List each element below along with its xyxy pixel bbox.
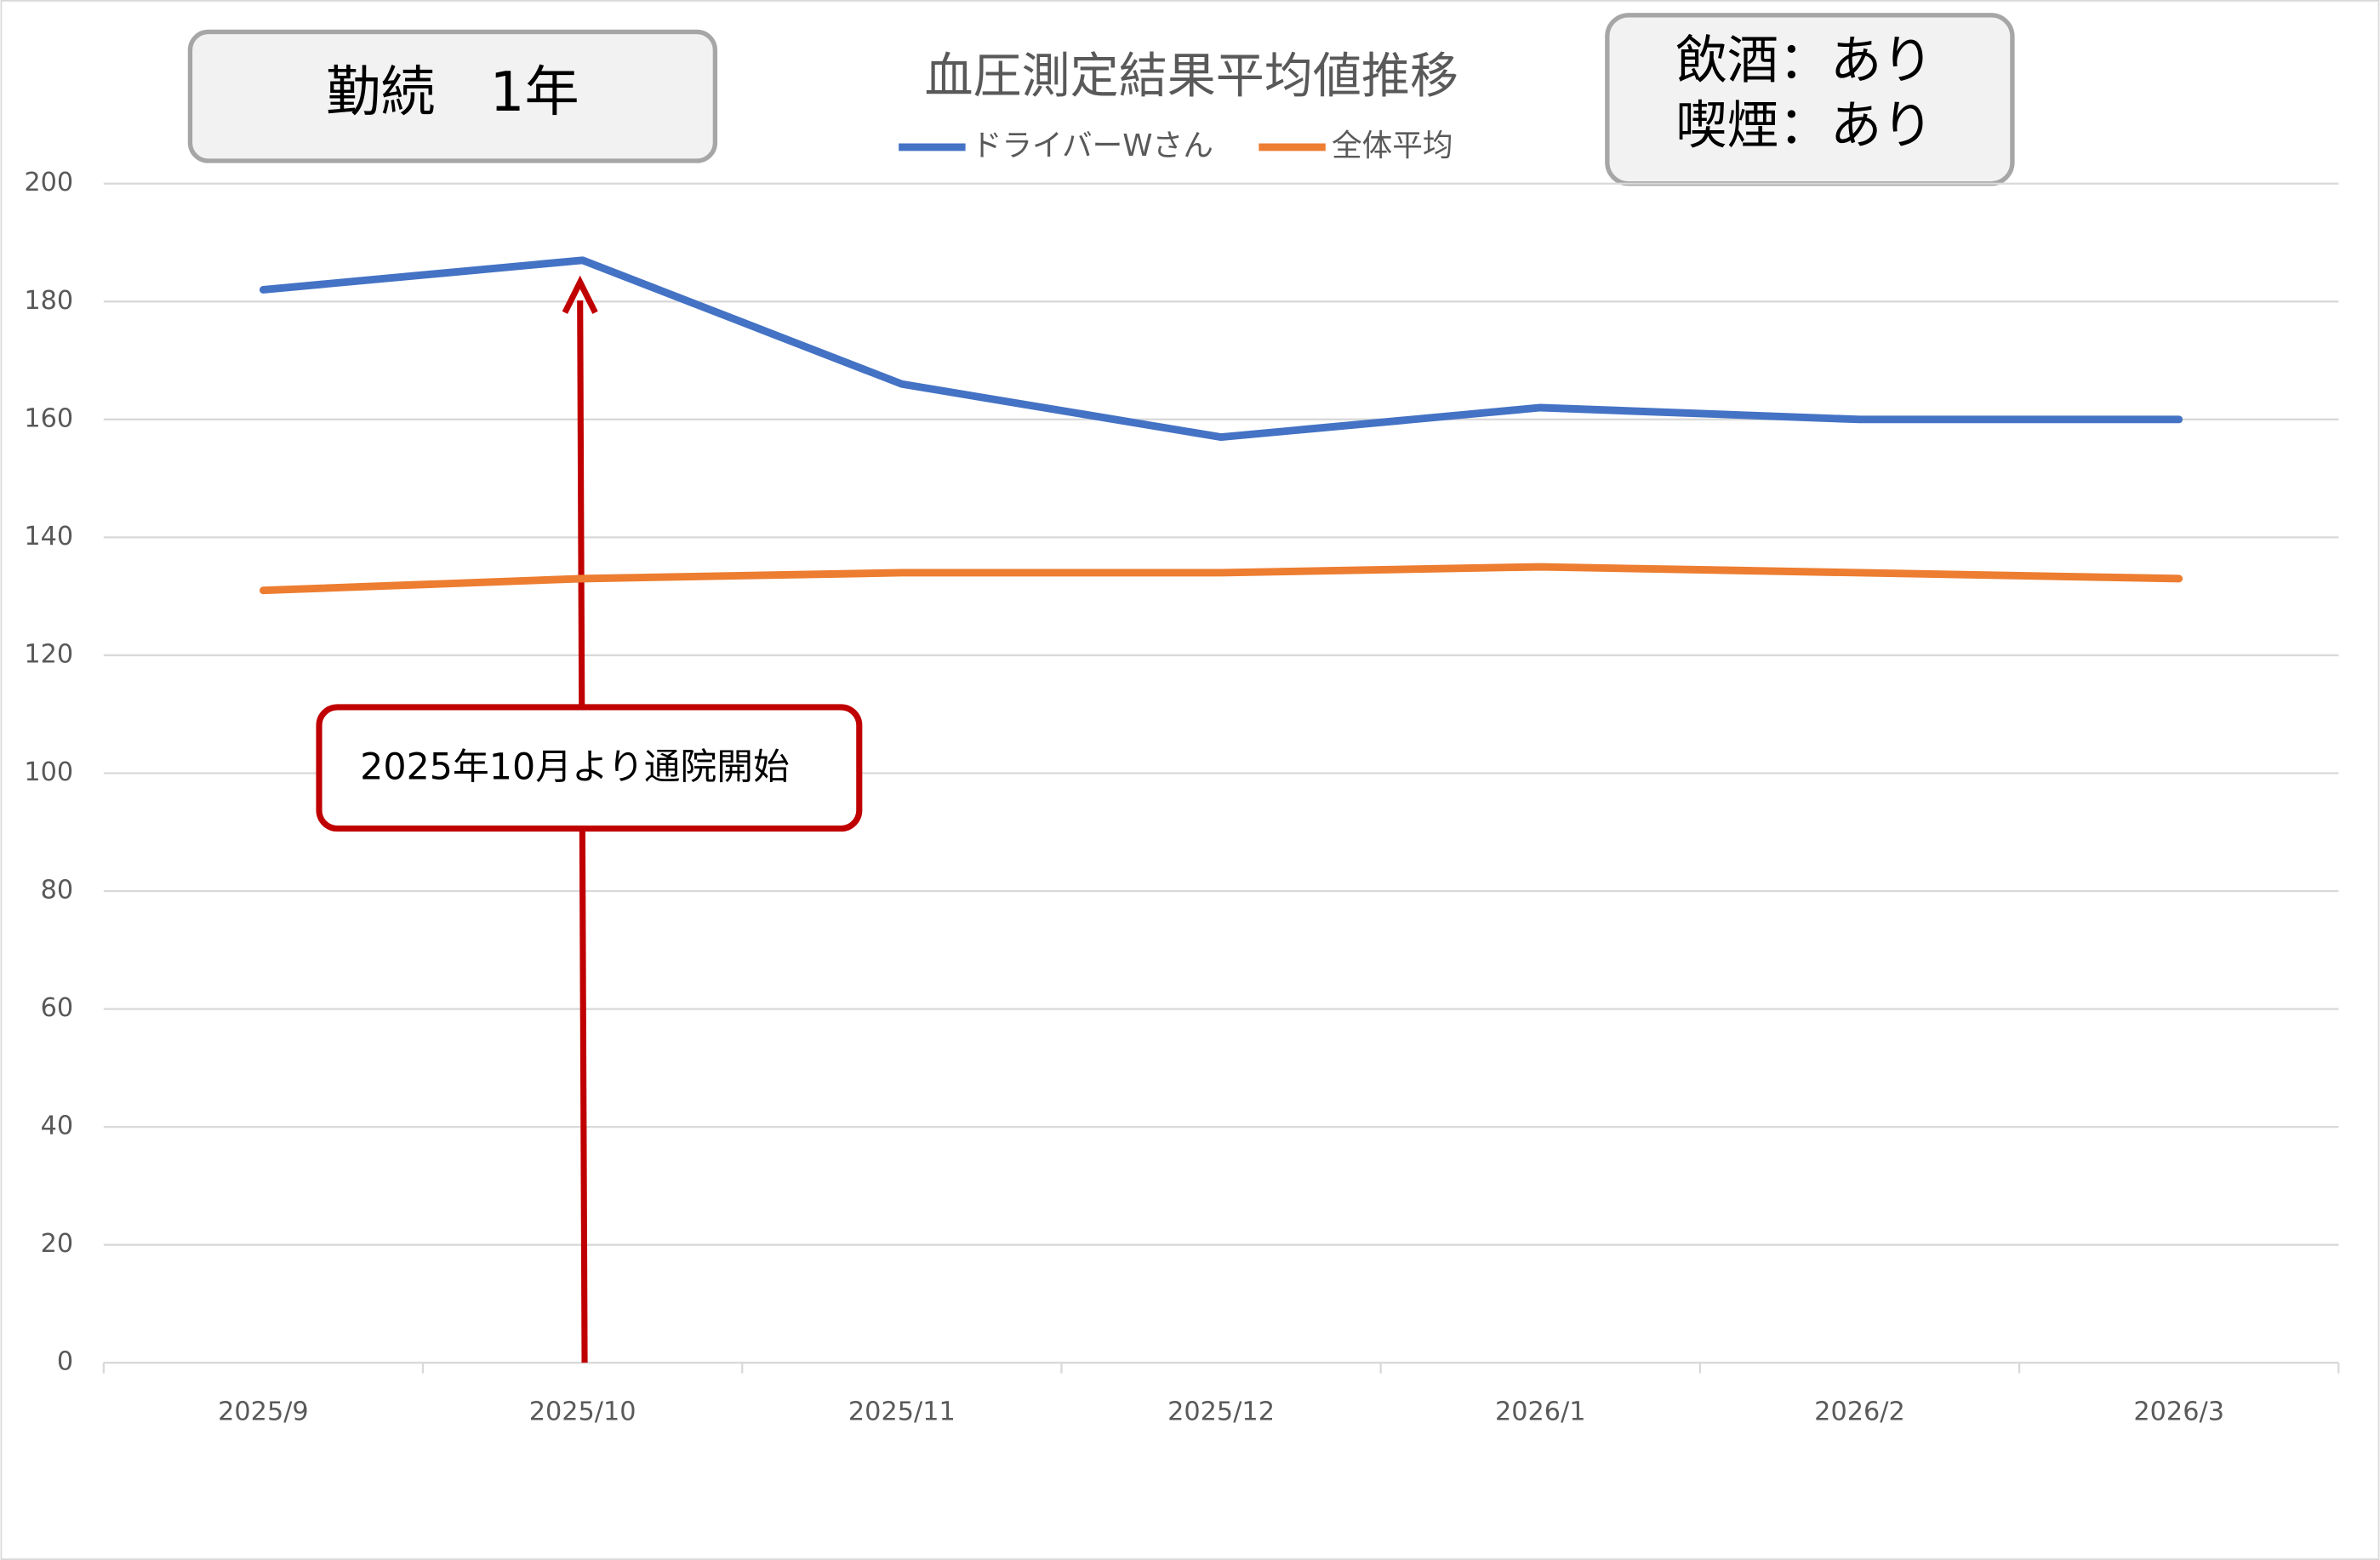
y-tick-label: 180	[24, 286, 73, 316]
y-tick-label: 80	[41, 876, 74, 906]
x-tick-label: 2026/3	[2133, 1397, 2224, 1427]
y-tick-label: 120	[24, 639, 73, 669]
series-line	[259, 256, 2183, 442]
y-tick-label: 20	[41, 1229, 74, 1259]
y-tick-label: 160	[24, 403, 73, 433]
annotation-box	[316, 704, 863, 832]
series-line	[259, 563, 2183, 595]
legend-label: ドライバーWさん	[972, 129, 1213, 163]
annotation: 2025年10月より通院開始	[360, 746, 790, 789]
chart-title: 血圧測定結果平均値推移	[925, 48, 1459, 104]
legend-label: 全体平均	[1332, 129, 1453, 163]
tenure-box: 勤続 1年	[187, 29, 718, 163]
y-tick-label: 40	[41, 1111, 74, 1141]
y-tick-label: 60	[41, 993, 74, 1023]
x-tick-label: 2026/1	[1495, 1397, 1586, 1427]
box	[187, 29, 718, 163]
y-tick-label: 0	[57, 1347, 73, 1377]
x-tick-label: 2025/11	[848, 1397, 956, 1427]
annotation: 喫煙：あり	[1675, 96, 1933, 156]
x-tick-label: 2026/2	[1814, 1397, 1905, 1427]
y-tick-label: 200	[24, 168, 73, 197]
habits-box: 飲酒：あり 喫煙：あり	[1605, 13, 2015, 186]
annotation-arrowhead	[562, 275, 598, 314]
y-tick-label: 140	[24, 522, 73, 551]
annotation: 勤続 1年	[326, 60, 579, 124]
y-tick-label: 100	[24, 757, 73, 787]
x-tick-label: 2025/10	[529, 1397, 636, 1427]
x-tick-label: 2025/12	[1167, 1397, 1275, 1427]
x-tick-label: 2025/9	[218, 1397, 309, 1427]
annotation: 飲酒：あり	[1675, 31, 1933, 90]
